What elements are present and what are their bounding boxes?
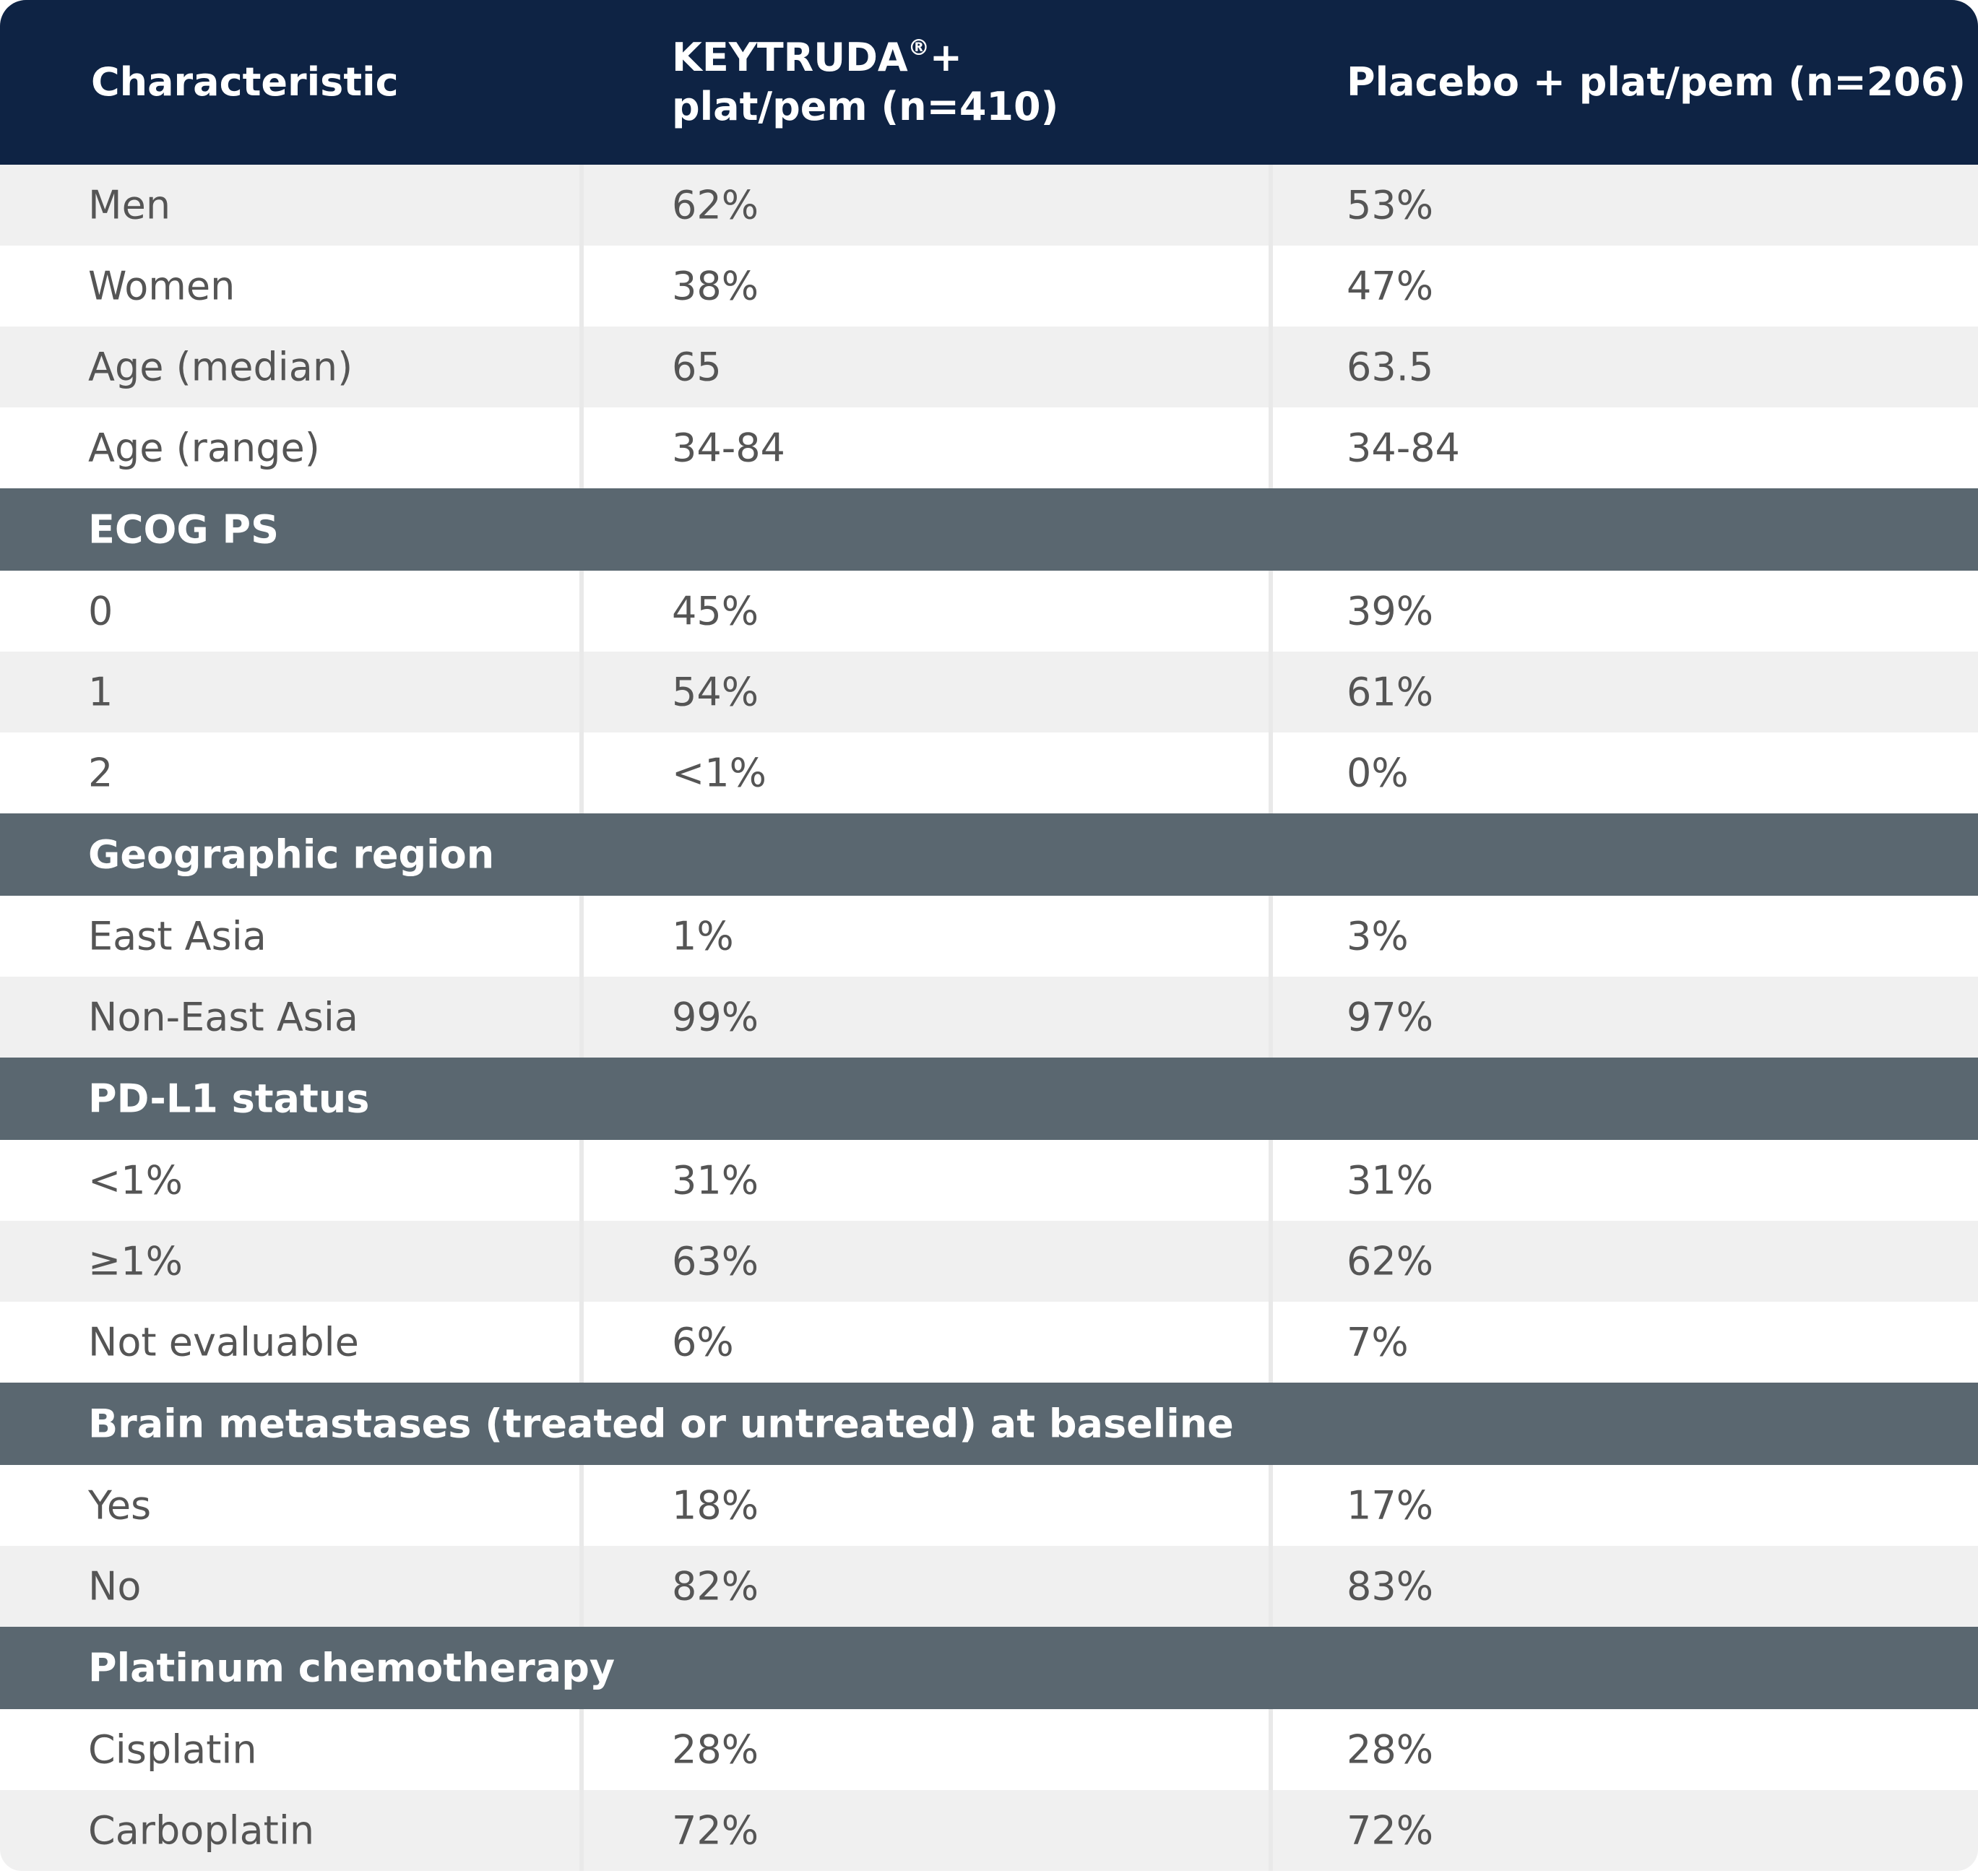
section-title: PD-L1 status <box>88 1076 370 1122</box>
section-title: Geographic region <box>88 831 495 878</box>
keytruda-value: 82% <box>672 1563 759 1609</box>
placebo-value: 47% <box>1347 263 1434 309</box>
row-label: Not evaluable <box>88 1319 359 1365</box>
table-row-women: Women 38% 47% <box>0 246 1978 327</box>
table-row-ecog-0: 0 45% 39% <box>0 571 1978 652</box>
keytruda-value: 72% <box>672 1807 759 1854</box>
section-header-pdl1: PD-L1 status <box>0 1058 1978 1140</box>
keytruda-value: 54% <box>672 669 759 715</box>
keytruda-value: 18% <box>672 1482 759 1529</box>
row-label: East Asia <box>88 913 267 959</box>
row-label: Women <box>88 263 236 309</box>
placebo-value: 53% <box>1347 182 1434 228</box>
row-label: Carboplatin <box>88 1807 315 1854</box>
header-keytruda-regimen: plat/pem (n=410) <box>672 84 1059 129</box>
table-row-carboplatin: Carboplatin 72% 72% <box>0 1790 1978 1871</box>
keytruda-value: 99% <box>672 994 759 1040</box>
placebo-value: 7% <box>1347 1319 1409 1365</box>
table-row-pdl1-ge1: ≥1% 63% 62% <box>0 1221 1978 1302</box>
section-title: ECOG PS <box>88 506 280 553</box>
row-label: Non-East Asia <box>88 994 358 1040</box>
row-label: 0 <box>88 588 113 634</box>
table-row-pdl1-not-evaluable: Not evaluable 6% 7% <box>0 1302 1978 1383</box>
row-label: Age (range) <box>88 425 320 471</box>
section-header-region: Geographic region <box>0 813 1978 896</box>
placebo-value: 0% <box>1347 750 1409 796</box>
row-label: Cisplatin <box>88 1726 257 1773</box>
placebo-value: 62% <box>1347 1238 1434 1284</box>
row-label: No <box>88 1563 142 1609</box>
table-row-cisplatin: Cisplatin 28% 28% <box>0 1709 1978 1790</box>
header-characteristic: Characteristic <box>91 59 399 105</box>
table-row-brain-yes: Yes 18% 17% <box>0 1465 1978 1546</box>
row-label: Men <box>88 182 171 228</box>
keytruda-value: 1% <box>672 913 734 959</box>
row-label: 2 <box>88 750 113 796</box>
table-header: Characteristic KEYTRUDA®+ plat/pem (n=41… <box>0 0 1978 165</box>
placebo-value: 17% <box>1347 1482 1434 1529</box>
table-row-non-east-asia: Non-East Asia 99% 97% <box>0 977 1978 1058</box>
keytruda-value: 65 <box>672 344 722 390</box>
header-keytruda-plus: + <box>929 35 962 80</box>
table-row-east-asia: East Asia 1% 3% <box>0 896 1978 977</box>
row-label: Age (median) <box>88 344 353 390</box>
table-row-brain-no: No 82% 83% <box>0 1546 1978 1627</box>
keytruda-value: 28% <box>672 1726 759 1773</box>
placebo-value: 28% <box>1347 1726 1434 1773</box>
keytruda-value: 45% <box>672 588 759 634</box>
row-label: ≥1% <box>88 1238 183 1284</box>
section-title: Platinum chemotherapy <box>88 1645 616 1691</box>
section-title: Brain metastases (treated or untreated) … <box>88 1401 1234 1447</box>
header-keytruda-name: KEYTRUDA <box>672 35 908 80</box>
section-header-brain-metastases: Brain metastases (treated or untreated) … <box>0 1383 1978 1465</box>
section-header-ecog: ECOG PS <box>0 488 1978 571</box>
table-row-ecog-1: 1 54% 61% <box>0 652 1978 732</box>
header-keytruda: KEYTRUDA®+ plat/pem (n=410) <box>672 33 1058 131</box>
placebo-value: 61% <box>1347 669 1434 715</box>
keytruda-value: 6% <box>672 1319 734 1365</box>
placebo-value: 3% <box>1347 913 1409 959</box>
keytruda-value: 63% <box>672 1238 759 1284</box>
placebo-value: 31% <box>1347 1157 1434 1203</box>
placebo-value: 97% <box>1347 994 1434 1040</box>
row-label: Yes <box>88 1482 152 1529</box>
placebo-value: 39% <box>1347 588 1434 634</box>
placebo-value: 34-84 <box>1347 425 1460 471</box>
table-row-age-range: Age (range) 34-84 34-84 <box>0 407 1978 488</box>
placebo-value: 63.5 <box>1347 344 1434 390</box>
table-row-age-median: Age (median) 65 63.5 <box>0 327 1978 407</box>
registered-mark: ® <box>907 35 930 61</box>
keytruda-value: 62% <box>672 182 759 228</box>
keytruda-value: <1% <box>672 750 766 796</box>
keytruda-value: 34-84 <box>672 425 785 471</box>
placebo-value: 72% <box>1347 1807 1434 1854</box>
keytruda-value: 31% <box>672 1157 759 1203</box>
table-row-ecog-2: 2 <1% 0% <box>0 732 1978 813</box>
table-row-men: Men 62% 53% <box>0 165 1978 246</box>
keytruda-value: 38% <box>672 263 759 309</box>
header-placebo: Placebo + plat/pem (n=206) <box>1347 59 1966 105</box>
section-header-platinum: Platinum chemotherapy <box>0 1627 1978 1709</box>
table-row-pdl1-lt1: <1% 31% 31% <box>0 1140 1978 1221</box>
row-label: <1% <box>88 1157 183 1203</box>
placebo-value: 83% <box>1347 1563 1434 1609</box>
row-label: 1 <box>88 669 113 715</box>
